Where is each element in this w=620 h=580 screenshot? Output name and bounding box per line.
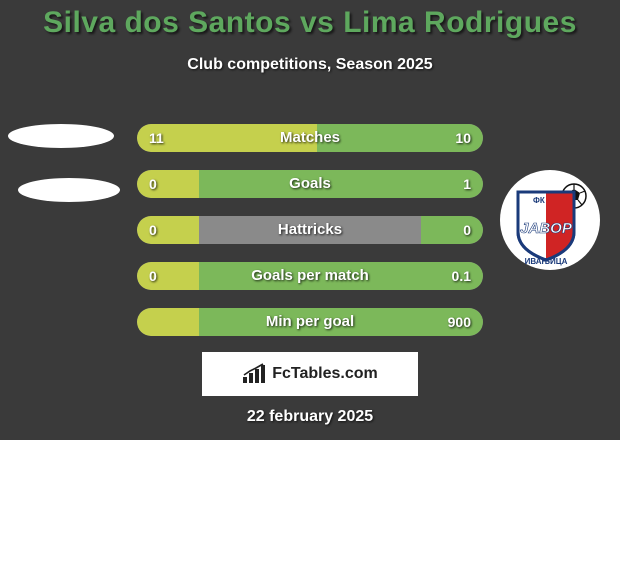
player-left-oval-2 xyxy=(18,178,120,202)
stat-row: Min per goal900 xyxy=(137,308,483,336)
stat-label: Min per goal xyxy=(137,308,483,336)
stat-value-left: 0 xyxy=(149,170,157,198)
brand-box: FcTables.com xyxy=(202,352,418,396)
stat-value-left: 0 xyxy=(149,262,157,290)
brand-icon xyxy=(242,363,266,385)
badge-text-bottom: ИВАЊИЦА xyxy=(525,257,568,266)
stat-label: Goals xyxy=(137,170,483,198)
stat-row: Goals per match0 0.1 xyxy=(137,262,483,290)
subtitle: Club competitions, Season 2025 xyxy=(0,56,620,74)
stat-value-right: 0 xyxy=(463,216,471,244)
date-label: 22 february 2025 xyxy=(0,408,620,426)
stat-label: Matches xyxy=(137,124,483,152)
stat-row: Goals0 1 xyxy=(137,170,483,198)
stat-label: Hattricks xyxy=(137,216,483,244)
stat-value-right: 1 xyxy=(463,170,471,198)
badge-text-name: JAВOP xyxy=(520,220,573,237)
stat-value-left: 11 xyxy=(149,124,164,152)
stat-value-left: 0 xyxy=(149,216,157,244)
badge-text-top: ФК xyxy=(533,196,545,205)
stat-row: Hattricks0 0 xyxy=(137,216,483,244)
stat-value-right: 10 xyxy=(455,124,471,152)
page-title: Silva dos Santos vs Lima Rodrigues xyxy=(0,0,620,40)
stat-value-right: 0.1 xyxy=(452,262,471,290)
stat-row: Matches11 10 xyxy=(137,124,483,152)
stat-label: Goals per match xyxy=(137,262,483,290)
comparison-card: Silva dos Santos vs Lima Rodrigues Club … xyxy=(0,0,620,440)
club-badge-right: ФК JAВOP ИВАЊИЦА xyxy=(500,170,600,270)
stats-container: Matches1110Goals01Hattricks00Goals per m… xyxy=(137,124,483,354)
brand-text: FcTables.com xyxy=(272,365,378,383)
stat-value-right: 900 xyxy=(448,308,471,336)
player-left-oval-1 xyxy=(8,124,114,148)
